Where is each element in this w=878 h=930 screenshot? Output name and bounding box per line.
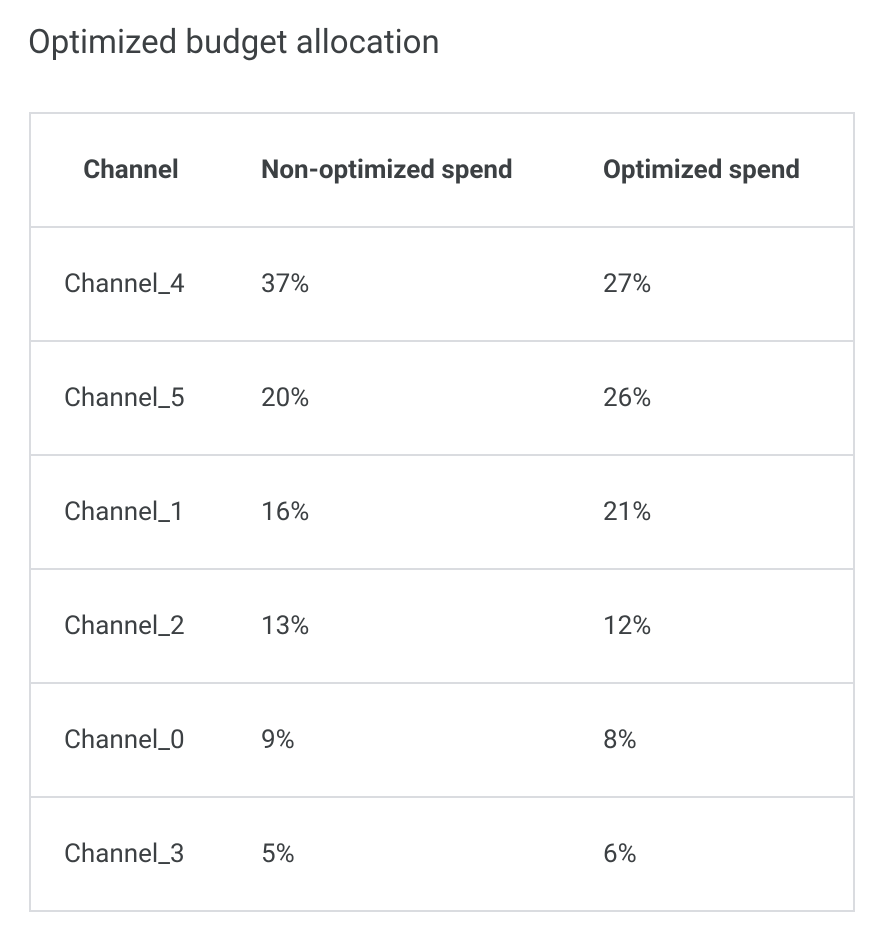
column-header: Optimized spend <box>573 112 854 227</box>
table-cell: 37% <box>231 226 573 341</box>
title: Optimized budget allocation <box>28 23 440 62</box>
table-cell: 20% <box>231 340 573 455</box>
column-header: Non-optimized spend <box>231 112 573 227</box>
table-cell: 26% <box>573 340 854 455</box>
table-cell: 5% <box>231 796 573 911</box>
table-row: Channel_0 9% 8% <box>30 682 854 797</box>
table-cell: 9% <box>231 682 573 797</box>
table-cell: 13% <box>231 568 573 683</box>
table-cell: 8% <box>573 682 854 797</box>
table-cell: 27% <box>573 226 854 341</box>
table-row: Channel_1 16% 21% <box>30 454 854 569</box>
table-cell: Channel_5 <box>30 340 231 455</box>
table-cell: 6% <box>573 796 854 911</box>
table-cell: 12% <box>573 568 854 683</box>
table-cell: Channel_2 <box>30 568 231 683</box>
table-row: Channel_4 37% 27% <box>30 226 854 341</box>
table-cell: Channel_0 <box>30 682 231 797</box>
table-cell: Channel_1 <box>30 454 231 569</box>
table-body: Channel_4 37% 27% Channel_5 20% 26% Channel_1 1… <box>30 226 854 911</box>
table-cell: 16% <box>231 454 573 569</box>
table-head: Channel Non-optimized spend Optimized spen… <box>30 112 854 227</box>
table-row: Channel_5 20% 26% <box>30 340 854 455</box>
column-header: Channel <box>30 112 231 227</box>
table-cell: Channel_3 <box>30 796 231 911</box>
table-row: Channel_2 13% 12% <box>30 568 854 683</box>
table-cell: Channel_4 <box>30 226 231 341</box>
table-cell: 21% <box>573 454 854 569</box>
table-row: Channel_3 5% 6% <box>30 796 854 911</box>
budget-table: Channel Non-optimized spend Optimized spen… <box>29 112 855 912</box>
header-row: Channel Non-optimized spend Optimized spen… <box>30 112 854 227</box>
